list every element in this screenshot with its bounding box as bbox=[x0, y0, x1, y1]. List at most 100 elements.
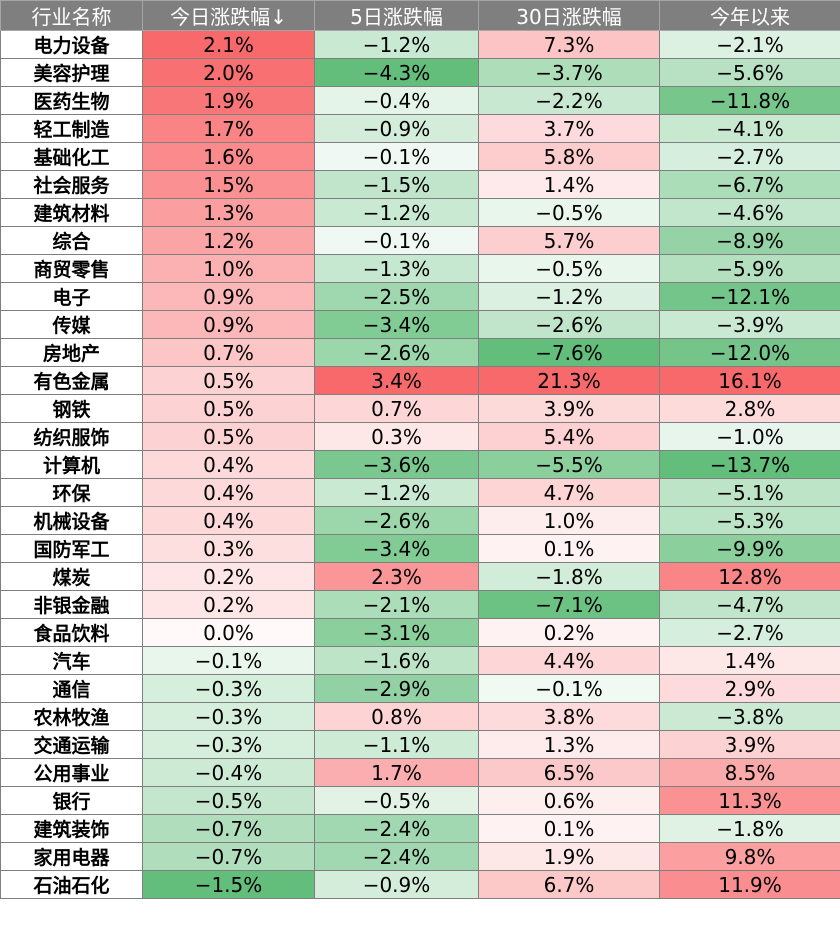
table-row: 电力设备 2.1% −1.2% 7.3% −2.1% bbox=[0, 30, 840, 59]
30day-change-cell: 6.7% bbox=[478, 870, 660, 899]
ytd-change-cell: −2.1% bbox=[659, 30, 840, 59]
header-30day-change[interactable]: 30日涨跌幅 bbox=[478, 0, 660, 31]
ytd-change-cell: 11.9% bbox=[659, 870, 840, 899]
table-row: 电子 0.9% −2.5% −1.2% −12.1% bbox=[0, 282, 840, 311]
today-change-cell: 2.1% bbox=[142, 30, 315, 59]
ytd-change-cell: 16.1% bbox=[659, 366, 840, 395]
industry-name-cell: 社会服务 bbox=[0, 170, 143, 199]
30day-change-cell: −3.7% bbox=[478, 58, 660, 87]
5day-change-cell: −0.1% bbox=[314, 142, 479, 171]
ytd-change-cell: −1.0% bbox=[659, 422, 840, 451]
header-5day-change[interactable]: 5日涨跌幅 bbox=[314, 0, 479, 31]
ytd-change-cell: −5.6% bbox=[659, 58, 840, 87]
5day-change-cell: −3.6% bbox=[314, 450, 479, 479]
5day-change-cell: −2.4% bbox=[314, 814, 479, 843]
table-row: 建筑装饰 −0.7% −2.4% 0.1% −1.8% bbox=[0, 814, 840, 843]
5day-change-cell: −1.3% bbox=[314, 254, 479, 283]
30day-change-cell: 3.9% bbox=[478, 394, 660, 423]
table-row: 房地产 0.7% −2.6% −7.6% −12.0% bbox=[0, 338, 840, 367]
ytd-change-cell: −12.0% bbox=[659, 338, 840, 367]
5day-change-cell: −4.3% bbox=[314, 58, 479, 87]
header-row: 行业名称 今日涨跌幅↓ 5日涨跌幅 30日涨跌幅 今年以来 bbox=[0, 0, 840, 31]
industry-name-cell: 建筑装饰 bbox=[0, 814, 143, 843]
today-change-cell: 1.5% bbox=[142, 170, 315, 199]
5day-change-cell: −1.5% bbox=[314, 170, 479, 199]
ytd-change-cell: 9.8% bbox=[659, 842, 840, 871]
today-change-cell: 0.2% bbox=[142, 562, 315, 591]
industry-name-cell: 交通运输 bbox=[0, 730, 143, 759]
ytd-change-cell: −3.8% bbox=[659, 702, 840, 731]
table-row: 环保 0.4% −1.2% 4.7% −5.1% bbox=[0, 478, 840, 507]
5day-change-cell: −3.4% bbox=[314, 310, 479, 339]
industry-name-cell: 电子 bbox=[0, 282, 143, 311]
today-change-cell: 0.3% bbox=[142, 534, 315, 563]
table-row: 社会服务 1.5% −1.5% 1.4% −6.7% bbox=[0, 170, 840, 199]
30day-change-cell: 3.7% bbox=[478, 114, 660, 143]
table-row: 纺织服饰 0.5% 0.3% 5.4% −1.0% bbox=[0, 422, 840, 451]
industry-name-cell: 计算机 bbox=[0, 450, 143, 479]
ytd-change-cell: 2.8% bbox=[659, 394, 840, 423]
industry-name-cell: 机械设备 bbox=[0, 506, 143, 535]
30day-change-cell: −0.5% bbox=[478, 254, 660, 283]
table-row: 银行 −0.5% −0.5% 0.6% 11.3% bbox=[0, 786, 840, 815]
ytd-change-cell: 2.9% bbox=[659, 674, 840, 703]
5day-change-cell: −0.9% bbox=[314, 870, 479, 899]
industry-name-cell: 商贸零售 bbox=[0, 254, 143, 283]
today-change-cell: −0.3% bbox=[142, 702, 315, 731]
header-industry-name[interactable]: 行业名称 bbox=[0, 0, 143, 31]
ytd-change-cell: 3.9% bbox=[659, 730, 840, 759]
table-row: 计算机 0.4% −3.6% −5.5% −13.7% bbox=[0, 450, 840, 479]
ytd-change-cell: −4.7% bbox=[659, 590, 840, 619]
5day-change-cell: 0.3% bbox=[314, 422, 479, 451]
table-body: 电力设备 2.1% −1.2% 7.3% −2.1% 美容护理 2.0% −4.3% −3.7%… bbox=[0, 30, 840, 899]
30day-change-cell: 21.3% bbox=[478, 366, 660, 395]
5day-change-cell: −1.2% bbox=[314, 478, 479, 507]
header-today-change[interactable]: 今日涨跌幅↓ bbox=[142, 0, 315, 31]
table-row: 国防军工 0.3% −3.4% 0.1% −9.9% bbox=[0, 534, 840, 563]
industry-name-cell: 美容护理 bbox=[0, 58, 143, 87]
industry-name-cell: 电力设备 bbox=[0, 30, 143, 59]
today-change-cell: 2.0% bbox=[142, 58, 315, 87]
today-change-cell: −0.3% bbox=[142, 674, 315, 703]
ytd-change-cell: −2.7% bbox=[659, 142, 840, 171]
table-row: 煤炭 0.2% 2.3% −1.8% 12.8% bbox=[0, 562, 840, 591]
ytd-change-cell: −8.9% bbox=[659, 226, 840, 255]
today-change-cell: 1.3% bbox=[142, 198, 315, 227]
industry-name-cell: 农林牧渔 bbox=[0, 702, 143, 731]
industry-name-cell: 银行 bbox=[0, 786, 143, 815]
30day-change-cell: 0.2% bbox=[478, 618, 660, 647]
header-ytd-change[interactable]: 今年以来 bbox=[659, 0, 840, 31]
5day-change-cell: −3.4% bbox=[314, 534, 479, 563]
industry-returns-table: 行业名称 今日涨跌幅↓ 5日涨跌幅 30日涨跌幅 今年以来 电力设备 2.1% −1… bbox=[0, 0, 840, 899]
ytd-change-cell: 11.3% bbox=[659, 786, 840, 815]
industry-name-cell: 通信 bbox=[0, 674, 143, 703]
5day-change-cell: 1.7% bbox=[314, 758, 479, 787]
5day-change-cell: −0.4% bbox=[314, 86, 479, 115]
today-change-cell: 1.0% bbox=[142, 254, 315, 283]
table-row: 有色金属 0.5% 3.4% 21.3% 16.1% bbox=[0, 366, 840, 395]
industry-name-cell: 基础化工 bbox=[0, 142, 143, 171]
table-row: 交通运输 −0.3% −1.1% 1.3% 3.9% bbox=[0, 730, 840, 759]
today-change-cell: 0.4% bbox=[142, 450, 315, 479]
30day-change-cell: 5.7% bbox=[478, 226, 660, 255]
today-change-cell: 1.6% bbox=[142, 142, 315, 171]
5day-change-cell: −1.2% bbox=[314, 198, 479, 227]
table-row: 综合 1.2% −0.1% 5.7% −8.9% bbox=[0, 226, 840, 255]
ytd-change-cell: −5.9% bbox=[659, 254, 840, 283]
today-change-cell: 0.5% bbox=[142, 366, 315, 395]
30day-change-cell: 1.0% bbox=[478, 506, 660, 535]
today-change-cell: 0.5% bbox=[142, 394, 315, 423]
today-change-cell: −1.5% bbox=[142, 870, 315, 899]
ytd-change-cell: −4.1% bbox=[659, 114, 840, 143]
ytd-change-cell: 8.5% bbox=[659, 758, 840, 787]
industry-name-cell: 国防军工 bbox=[0, 534, 143, 563]
30day-change-cell: −7.6% bbox=[478, 338, 660, 367]
ytd-change-cell: 1.4% bbox=[659, 646, 840, 675]
industry-name-cell: 有色金属 bbox=[0, 366, 143, 395]
30day-change-cell: −7.1% bbox=[478, 590, 660, 619]
industry-name-cell: 食品饮料 bbox=[0, 618, 143, 647]
30day-change-cell: −0.5% bbox=[478, 198, 660, 227]
today-change-cell: −0.7% bbox=[142, 842, 315, 871]
table-row: 钢铁 0.5% 0.7% 3.9% 2.8% bbox=[0, 394, 840, 423]
today-change-cell: 1.2% bbox=[142, 226, 315, 255]
